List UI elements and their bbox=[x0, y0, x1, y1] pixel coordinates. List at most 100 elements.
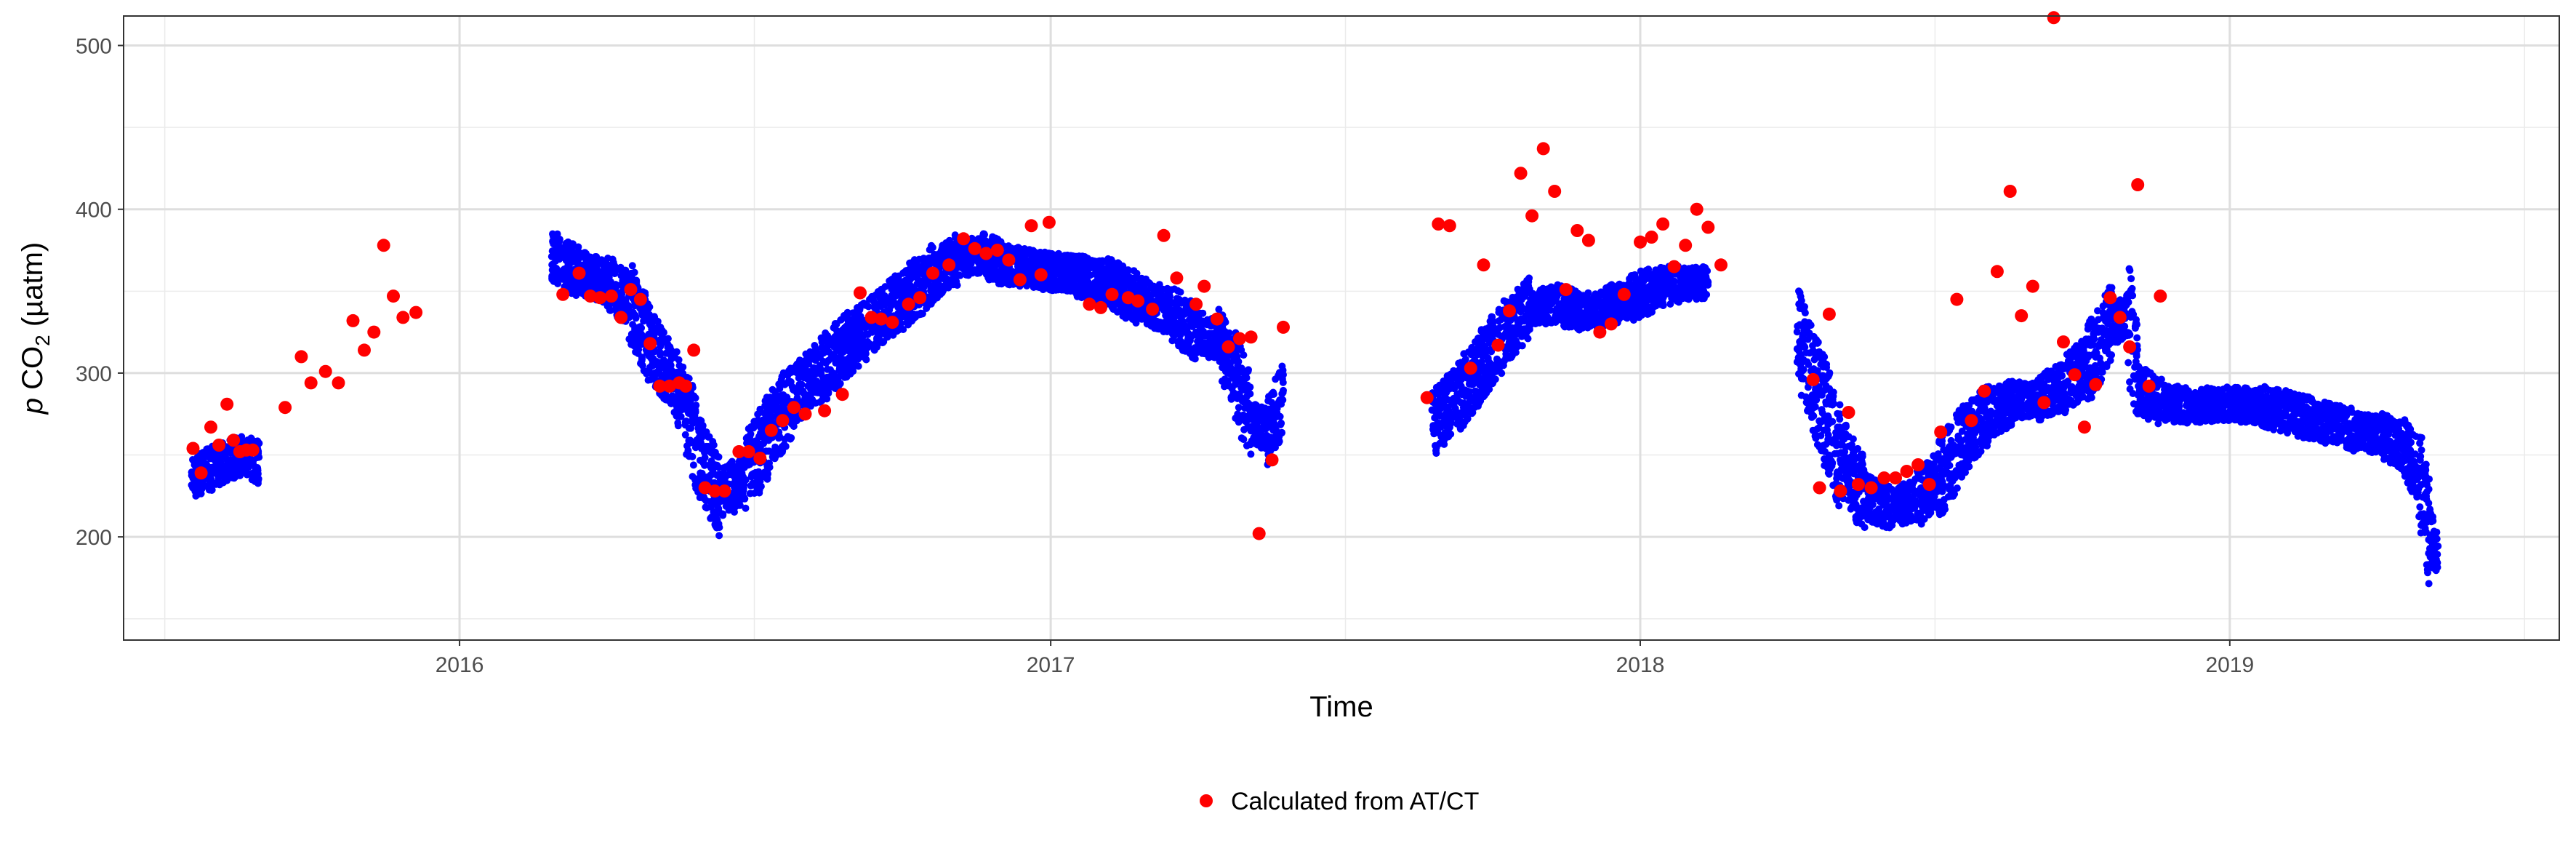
sensor-point bbox=[1516, 292, 1524, 300]
sensor-point bbox=[216, 455, 224, 463]
sensor-point bbox=[645, 367, 653, 375]
sensor-point bbox=[692, 401, 700, 409]
sensor-point bbox=[1489, 329, 1497, 337]
sensor-point bbox=[899, 269, 907, 277]
sensor-point bbox=[1478, 388, 1486, 396]
sensor-point bbox=[553, 230, 561, 238]
sensor-point bbox=[203, 482, 211, 490]
sensor-point bbox=[700, 474, 707, 482]
sensor-point bbox=[1062, 252, 1070, 260]
sensor-point bbox=[1160, 319, 1168, 327]
sensor-point bbox=[790, 423, 798, 431]
sensor-point bbox=[1075, 290, 1082, 298]
sensor-point bbox=[568, 249, 576, 257]
sensor-point bbox=[563, 252, 570, 260]
sensor-point bbox=[1237, 434, 1245, 442]
sensor-point bbox=[766, 393, 774, 401]
sensor-point bbox=[979, 231, 987, 239]
sensor-point bbox=[1040, 261, 1048, 269]
sensor-point bbox=[915, 311, 923, 319]
sensor-point bbox=[1432, 390, 1440, 398]
sensor-point bbox=[830, 340, 838, 348]
sensor-point bbox=[1557, 300, 1565, 308]
sensor-point bbox=[775, 380, 783, 388]
sensor-point bbox=[1178, 345, 1186, 353]
sensor-point bbox=[1114, 259, 1122, 267]
sensor-point bbox=[1122, 305, 1130, 313]
sensor-point bbox=[750, 424, 758, 432]
grid-minor bbox=[124, 16, 2559, 640]
sensor-point bbox=[1499, 361, 1507, 369]
sensor-point bbox=[903, 319, 910, 327]
sensor-point bbox=[191, 479, 199, 487]
sensor-point bbox=[1470, 393, 1478, 401]
sensor-point bbox=[891, 272, 899, 280]
sensor-point bbox=[776, 445, 783, 453]
sensor-point bbox=[611, 270, 619, 278]
sensor-point bbox=[697, 456, 704, 464]
sensor-point bbox=[1579, 293, 1587, 301]
sensor-point bbox=[1223, 356, 1231, 364]
sensor-point bbox=[847, 317, 854, 324]
sensor-point bbox=[880, 301, 888, 309]
sensor-point bbox=[848, 361, 856, 368]
sensor-point bbox=[1566, 314, 1574, 322]
sensor-point bbox=[675, 356, 683, 364]
sensor-point bbox=[931, 251, 938, 259]
sensor-point bbox=[1232, 351, 1240, 359]
sensor-point bbox=[725, 502, 733, 510]
sensor-point bbox=[862, 301, 870, 309]
sensor-point bbox=[1474, 402, 1482, 410]
sensor-point bbox=[822, 359, 830, 367]
sensor-point bbox=[1166, 292, 1174, 300]
sensor-point bbox=[816, 353, 824, 361]
sensor-point bbox=[1277, 420, 1285, 428]
sensor-point bbox=[1083, 265, 1091, 273]
sensor-point bbox=[1021, 260, 1028, 268]
sensor-point bbox=[202, 460, 210, 468]
sensor-point bbox=[686, 438, 694, 446]
sensor-point bbox=[1530, 297, 1537, 305]
sensor-point bbox=[956, 271, 964, 279]
sensor-point bbox=[754, 472, 762, 480]
sensor-point bbox=[1110, 305, 1118, 313]
sensor-point bbox=[719, 511, 727, 519]
sensor-point bbox=[1179, 321, 1187, 329]
sensor-point bbox=[1030, 247, 1037, 255]
sensor-point bbox=[963, 257, 971, 265]
sensor-point bbox=[1145, 279, 1153, 287]
sensor-point bbox=[697, 423, 705, 431]
sensor-point bbox=[721, 474, 729, 482]
sensor-point bbox=[801, 394, 809, 402]
sensor-point bbox=[1061, 264, 1069, 272]
sensor-point bbox=[878, 329, 886, 337]
sensor-point bbox=[231, 473, 239, 481]
sensor-point bbox=[221, 472, 229, 480]
sensor-point bbox=[1251, 432, 1259, 440]
sensor-point bbox=[746, 432, 754, 440]
sensor-point bbox=[1158, 286, 1166, 294]
sensor-point bbox=[1180, 309, 1188, 317]
sensor-point bbox=[1235, 390, 1243, 398]
sensor-point bbox=[1440, 412, 1448, 420]
sensor-point bbox=[646, 303, 654, 311]
sensor-point bbox=[649, 361, 657, 369]
sensor-point bbox=[638, 355, 646, 363]
sensor-point bbox=[822, 332, 830, 340]
sensor-point bbox=[689, 461, 697, 469]
sensor-point bbox=[667, 345, 675, 353]
sensor-point bbox=[655, 336, 663, 344]
sensor-point bbox=[1539, 290, 1547, 298]
sensor-point bbox=[636, 339, 644, 346]
sensor-point bbox=[1243, 402, 1251, 410]
sensor-point bbox=[1432, 400, 1439, 408]
sensor-point bbox=[1504, 321, 1512, 329]
sensor-point bbox=[1512, 326, 1520, 334]
sensor-point bbox=[1440, 377, 1448, 385]
sensor-point bbox=[567, 240, 575, 248]
sensor-point bbox=[1083, 275, 1091, 283]
sensor-point bbox=[1279, 378, 1287, 386]
sensor-point bbox=[577, 250, 585, 258]
sensor-point bbox=[1197, 332, 1205, 340]
